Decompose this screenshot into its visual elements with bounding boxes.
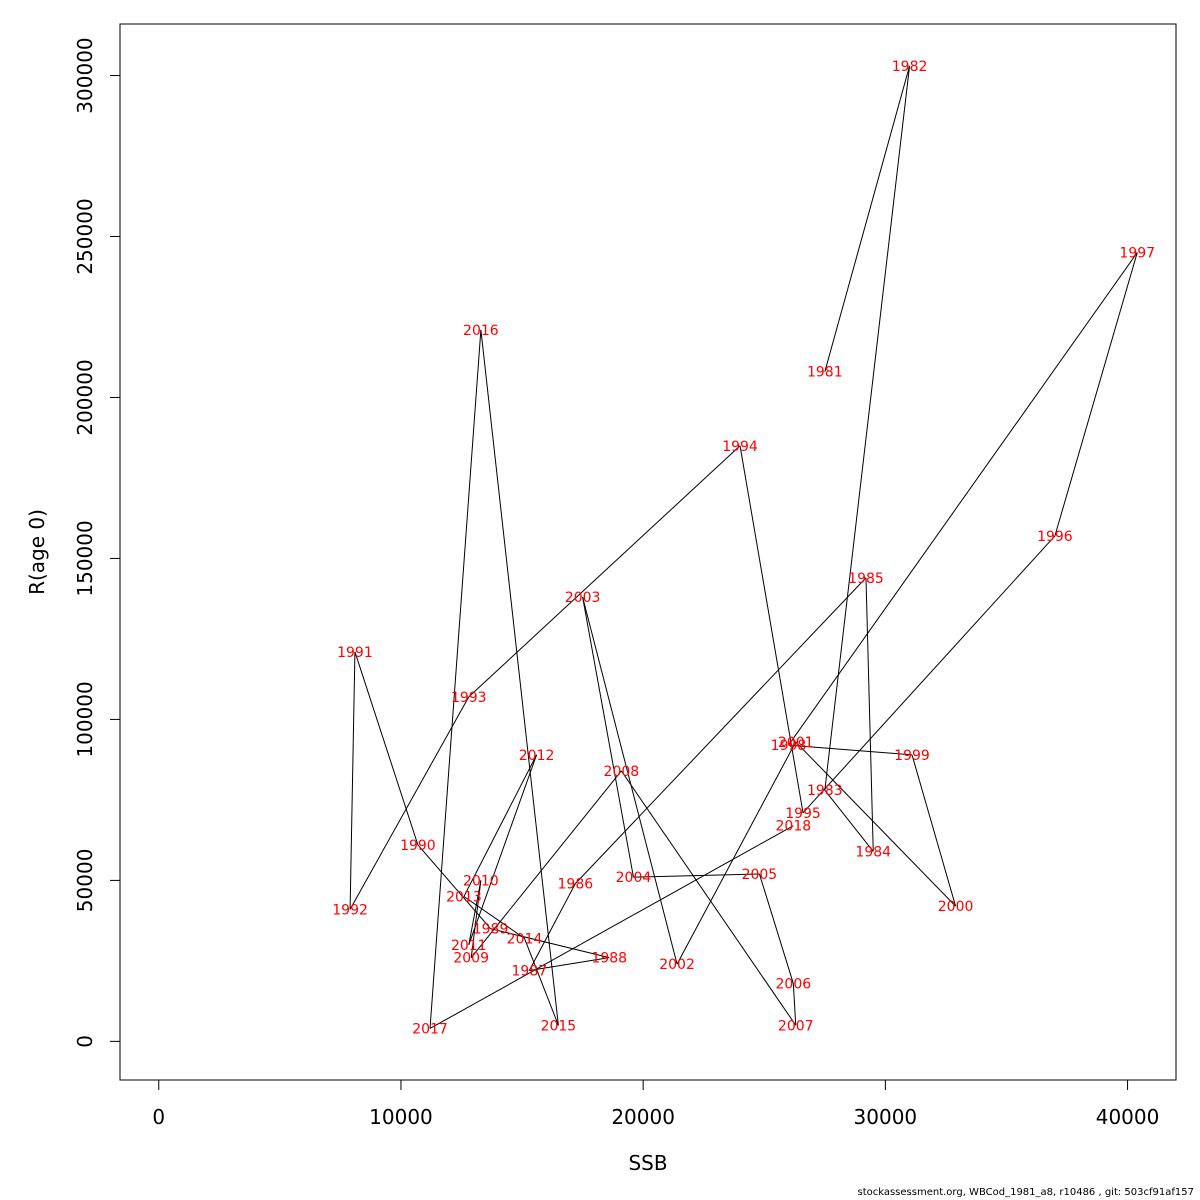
path-segment — [468, 445, 741, 698]
point-label-2000: 2000 — [938, 899, 974, 915]
path-segment — [429, 329, 482, 1029]
point-label-2013: 2013 — [446, 889, 482, 905]
path-segment — [788, 744, 913, 756]
path-segment — [633, 873, 760, 878]
path-segment — [524, 938, 559, 1026]
path-segment — [490, 928, 610, 959]
x-tick-label: 0 — [152, 1105, 165, 1129]
point-label-2018: 2018 — [776, 819, 812, 835]
y-tick-label: 0 — [73, 1035, 97, 1048]
path-segment — [758, 873, 794, 984]
x-axis: 0 10000 20000 30000 40000 — [152, 1079, 1160, 1129]
point-label-2011: 2011 — [451, 938, 487, 954]
path-segment — [354, 651, 419, 846]
path-segment — [582, 596, 634, 878]
path-segment — [417, 844, 491, 930]
point-label-1991: 1991 — [337, 645, 373, 661]
point-label-2014: 2014 — [507, 931, 543, 947]
path-segment — [865, 577, 874, 852]
point-label-2010: 2010 — [463, 873, 499, 889]
point-label-1987: 1987 — [512, 964, 548, 980]
y-tick-label: 200000 — [73, 359, 97, 435]
path-segment — [802, 535, 1056, 814]
point-label-2009: 2009 — [453, 951, 489, 967]
point-label-2012: 2012 — [519, 748, 555, 764]
path-segment — [582, 596, 678, 965]
point-label-2003: 2003 — [565, 590, 601, 606]
point-label-1997: 1997 — [1119, 246, 1155, 262]
point-label-2005: 2005 — [742, 867, 778, 883]
path-segment — [620, 770, 797, 1026]
point-label-1981: 1981 — [807, 365, 843, 381]
x-tick-label: 30000 — [854, 1105, 918, 1129]
path-segment — [788, 252, 1138, 746]
point-label-2006: 2006 — [776, 976, 812, 992]
point-label-2004: 2004 — [616, 870, 652, 886]
point-label-1988: 1988 — [591, 951, 627, 967]
path-segment — [470, 880, 482, 958]
point-label-2007: 2007 — [778, 1018, 814, 1034]
point-label-1995: 1995 — [785, 806, 821, 822]
path-segment — [574, 577, 867, 884]
path-segment — [349, 696, 470, 910]
point-label-1999: 1999 — [894, 748, 930, 764]
path-segment — [429, 825, 794, 1029]
point-label-1984: 1984 — [855, 844, 891, 860]
point-label-1992: 1992 — [332, 902, 368, 918]
footer-credit: stockassessment.org, WBCod_1981_a8, r104… — [857, 1187, 1194, 1198]
point-label-2017: 2017 — [412, 1021, 448, 1037]
x-tick-label: 10000 — [369, 1105, 433, 1129]
path-segment — [529, 957, 610, 972]
x-tick-label: 20000 — [611, 1105, 675, 1129]
point-label-2016: 2016 — [463, 323, 499, 339]
point-label-2001: 2001 — [778, 735, 814, 751]
path-segment — [463, 896, 525, 939]
point-label-1983: 1983 — [807, 783, 843, 799]
y-axis-title: R(age 0) — [25, 509, 49, 595]
point-label-1990: 1990 — [400, 838, 436, 854]
y-tick-label: 150000 — [73, 520, 97, 596]
point-label-2008: 2008 — [604, 764, 640, 780]
x-axis-title: SSB — [628, 1151, 667, 1175]
point-label-1989: 1989 — [473, 922, 509, 938]
point-label-1985: 1985 — [848, 571, 884, 587]
path-segment — [468, 880, 482, 945]
path-segment — [824, 65, 911, 791]
path-segment — [468, 754, 538, 945]
path-segment — [911, 754, 957, 907]
y-tick-label: 100000 — [73, 681, 97, 757]
y-tick-label: 50000 — [73, 849, 97, 913]
point-label-1986: 1986 — [558, 877, 594, 893]
point-label-1996: 1996 — [1037, 529, 1073, 545]
path-segment — [792, 983, 797, 1026]
path-segment — [795, 741, 956, 907]
path-segment — [528, 883, 576, 971]
path-segment — [1054, 252, 1138, 537]
path-segment — [676, 741, 797, 965]
point-label-1998: 1998 — [771, 738, 807, 754]
path-segment — [470, 770, 622, 958]
point-label-1982: 1982 — [892, 59, 928, 75]
year-labels: 1981 1982 1983 1984 1985 1986 1987 1988 1989 1990… — [332, 59, 1155, 1038]
point-label-2002: 2002 — [659, 957, 695, 973]
y-axis: 0 50000 100000 150000 200000 250000 300000 — [73, 37, 121, 1048]
path-segment — [480, 329, 559, 1026]
x-tick-label: 40000 — [1096, 1105, 1160, 1129]
path-segment — [824, 789, 874, 852]
path-segment — [739, 445, 804, 813]
point-label-1994: 1994 — [722, 439, 758, 455]
path-segment — [463, 754, 538, 897]
y-tick-label: 300000 — [73, 37, 97, 113]
recruitment-path — [349, 65, 1138, 1029]
point-label-2015: 2015 — [541, 1018, 577, 1034]
point-label-1993: 1993 — [451, 690, 487, 706]
path-segment — [824, 65, 911, 372]
y-tick-label: 250000 — [73, 198, 97, 274]
path-segment — [349, 651, 356, 910]
